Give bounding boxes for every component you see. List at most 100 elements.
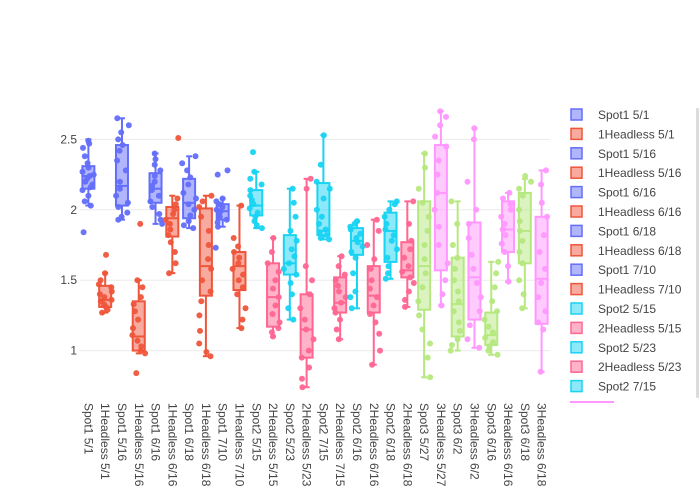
data-point[interactable] xyxy=(199,198,206,205)
data-point[interactable] xyxy=(309,277,315,284)
data-point[interactable] xyxy=(376,330,383,337)
data-point[interactable] xyxy=(166,270,173,277)
data-point[interactable] xyxy=(224,167,231,174)
box[interactable] xyxy=(433,144,448,272)
box[interactable] xyxy=(333,276,348,314)
data-point[interactable] xyxy=(410,280,417,286)
box-series[interactable] xyxy=(95,251,115,316)
box[interactable] xyxy=(316,182,331,237)
box-series[interactable] xyxy=(280,185,300,323)
legend-item[interactable]: 2Headless 5/15 xyxy=(570,321,682,335)
box-series[interactable] xyxy=(229,202,249,332)
box[interactable] xyxy=(383,211,398,263)
box-series[interactable] xyxy=(179,153,199,232)
data-point[interactable] xyxy=(410,198,417,205)
data-point[interactable] xyxy=(159,220,166,227)
box[interactable] xyxy=(450,256,465,338)
box-series[interactable] xyxy=(415,150,434,381)
data-point[interactable] xyxy=(485,347,492,354)
data-point[interactable] xyxy=(80,144,86,151)
data-point[interactable] xyxy=(80,229,87,236)
legend-item[interactable]: 1Headless 5/1 xyxy=(570,127,675,141)
data-point[interactable] xyxy=(348,305,355,312)
data-point[interactable] xyxy=(385,270,391,277)
data-point[interactable] xyxy=(347,294,354,301)
box[interactable] xyxy=(182,177,197,220)
box[interactable] xyxy=(165,205,180,238)
box[interactable] xyxy=(232,251,247,292)
legend-item[interactable]: Spot2 5/23 xyxy=(570,341,656,355)
data-point[interactable] xyxy=(415,185,422,192)
data-point[interactable] xyxy=(242,305,249,312)
data-point[interactable] xyxy=(493,270,500,277)
box[interactable] xyxy=(366,265,381,314)
data-point[interactable] xyxy=(516,185,523,192)
data-point[interactable] xyxy=(416,312,423,319)
box-series[interactable] xyxy=(447,198,465,354)
data-point[interactable] xyxy=(137,220,144,227)
data-point[interactable] xyxy=(103,251,109,258)
data-point[interactable] xyxy=(427,340,433,347)
box[interactable] xyxy=(484,311,499,346)
data-point[interactable] xyxy=(449,342,455,348)
box[interactable] xyxy=(81,165,96,190)
data-point[interactable] xyxy=(115,136,122,143)
legend-item[interactable]: Spot1 5/16 xyxy=(570,147,656,161)
data-point[interactable] xyxy=(299,384,306,391)
data-point[interactable] xyxy=(494,351,501,358)
box[interactable] xyxy=(467,221,482,321)
data-point[interactable] xyxy=(391,201,398,208)
box-series[interactable] xyxy=(381,198,400,282)
data-point[interactable] xyxy=(133,370,140,377)
legend-item[interactable]: Spot2 7/15 xyxy=(570,380,656,394)
box[interactable] xyxy=(282,234,297,276)
data-point[interactable] xyxy=(196,340,203,347)
data-point[interactable] xyxy=(197,327,203,334)
data-point[interactable] xyxy=(99,309,106,316)
data-point[interactable] xyxy=(317,161,324,168)
legend-item[interactable]: Spot1 6/18 xyxy=(570,224,656,238)
data-point[interactable] xyxy=(382,275,389,282)
data-point[interactable] xyxy=(333,326,340,333)
data-point[interactable] xyxy=(448,198,455,205)
legend-scrollbar[interactable] xyxy=(696,108,699,398)
box-series[interactable] xyxy=(516,173,534,312)
data-point[interactable] xyxy=(373,216,380,223)
data-point[interactable] xyxy=(115,216,122,223)
data-point[interactable] xyxy=(443,113,449,120)
box-series[interactable] xyxy=(147,150,166,227)
box[interactable] xyxy=(198,207,213,297)
data-point[interactable] xyxy=(427,374,434,381)
legend-item[interactable]: 1Headless 7/10 xyxy=(570,283,682,297)
data-point[interactable] xyxy=(528,178,534,185)
box[interactable] xyxy=(501,200,516,254)
data-point[interactable] xyxy=(341,271,348,278)
data-point[interactable] xyxy=(172,201,179,208)
legend-item[interactable]: 1Headless 6/18 xyxy=(570,244,682,258)
box-series[interactable] xyxy=(431,108,451,309)
data-point[interactable] xyxy=(432,133,439,140)
box-series[interactable] xyxy=(534,167,551,375)
box-series[interactable] xyxy=(264,235,283,340)
data-point[interactable] xyxy=(81,153,88,160)
data-point[interactable] xyxy=(522,173,529,179)
data-point[interactable] xyxy=(466,322,473,329)
data-point[interactable] xyxy=(190,225,197,232)
data-point[interactable] xyxy=(192,153,199,160)
data-point[interactable] xyxy=(196,312,203,319)
data-point[interactable] xyxy=(125,122,132,129)
box-series[interactable] xyxy=(464,125,484,351)
legend-item[interactable]: Spot1 6/16 xyxy=(570,186,656,200)
data-point[interactable] xyxy=(447,347,454,354)
box-series[interactable] xyxy=(79,137,97,236)
legend-item[interactable]: Spot2 5/15 xyxy=(570,302,656,316)
box[interactable] xyxy=(517,191,532,265)
box[interactable] xyxy=(266,262,281,328)
data-point[interactable] xyxy=(142,350,149,357)
box-series[interactable] xyxy=(246,149,265,232)
box[interactable] xyxy=(299,293,314,359)
data-point[interactable] xyxy=(350,270,357,277)
box[interactable] xyxy=(249,189,264,217)
data-point[interactable] xyxy=(464,178,471,185)
box-series[interactable] xyxy=(313,132,333,243)
